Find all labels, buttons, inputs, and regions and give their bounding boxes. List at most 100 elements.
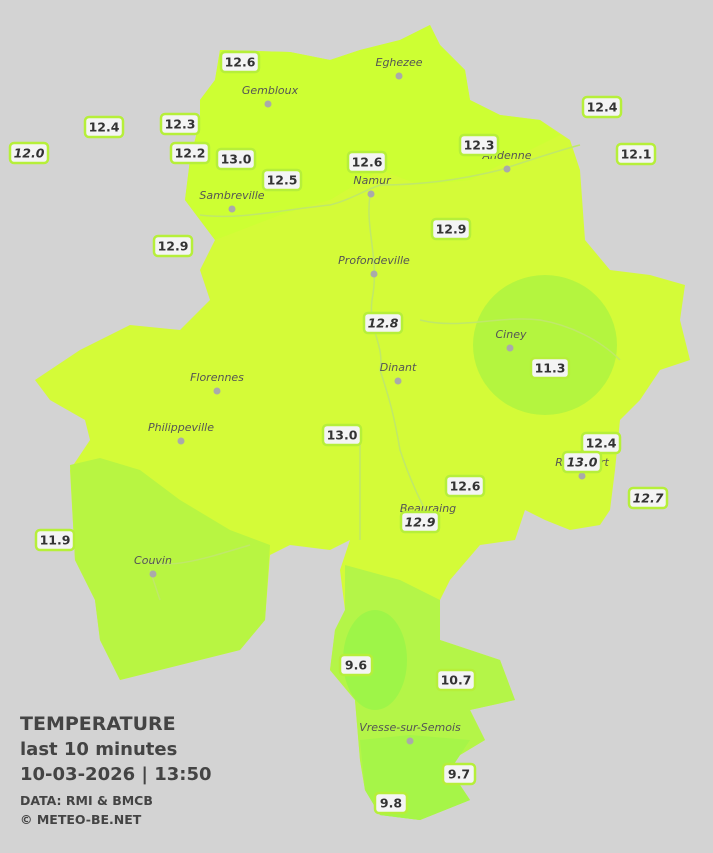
city-label: Namur xyxy=(353,174,392,187)
station: 12.9 xyxy=(430,217,472,241)
city-label: Florennes xyxy=(190,371,244,384)
city-dot xyxy=(506,344,514,352)
station-box xyxy=(458,133,500,157)
station: 12.4 xyxy=(580,431,622,455)
station-box xyxy=(321,423,363,447)
station-value: 12.1 xyxy=(621,147,652,162)
station: 12.7 xyxy=(627,486,669,510)
zone-ciney xyxy=(473,275,617,415)
zone-southwest xyxy=(70,458,270,680)
station-value: 12.2 xyxy=(175,146,206,161)
station-box xyxy=(441,762,477,786)
city-dot xyxy=(213,387,221,395)
station: 11.3 xyxy=(529,356,571,380)
city-label: Profondeville xyxy=(338,254,410,267)
city-dot xyxy=(578,472,586,480)
city-label: Eghezee xyxy=(376,56,423,69)
station: 12.0 xyxy=(8,141,50,165)
legend-copyright: © METEO-BE.NET xyxy=(20,812,142,827)
city-dot xyxy=(370,270,378,278)
legend-subtitle: last 10 minutes xyxy=(20,739,177,760)
city-label: Couvin xyxy=(134,554,172,567)
station-box xyxy=(8,141,50,165)
city-label: Dinant xyxy=(380,361,417,374)
station: 13.0 xyxy=(321,423,363,447)
city-dot xyxy=(395,72,403,80)
city-dot xyxy=(503,165,511,173)
station: 12.9 xyxy=(399,510,441,534)
station: 12.6 xyxy=(219,50,261,74)
station-value: 13.0 xyxy=(221,152,252,167)
zone-south-cold xyxy=(343,610,407,710)
station: 12.2 xyxy=(169,141,211,165)
station: 12.3 xyxy=(159,112,201,136)
station: 12.8 xyxy=(362,311,404,335)
station-box xyxy=(444,474,486,498)
station-value: 12.9 xyxy=(436,222,467,237)
station-value: 12.5 xyxy=(267,173,298,188)
station-value: 12.3 xyxy=(165,117,196,132)
station-value: 10.7 xyxy=(441,673,472,688)
city-dot xyxy=(394,377,402,385)
station: 11.9 xyxy=(34,528,76,552)
station: 12.6 xyxy=(444,474,486,498)
station-value: 9.8 xyxy=(380,796,402,811)
station-value: 12.9 xyxy=(158,239,189,254)
city-dot xyxy=(177,437,185,445)
station-box xyxy=(529,356,571,380)
station-box xyxy=(159,112,201,136)
station-value: 12.7 xyxy=(633,491,664,506)
station-box xyxy=(373,791,409,815)
station-box xyxy=(581,95,623,119)
station-box xyxy=(338,653,374,677)
station-box xyxy=(261,168,303,192)
station-box xyxy=(34,528,76,552)
city-dot xyxy=(228,205,236,213)
station-box xyxy=(435,668,477,692)
station: 12.9 xyxy=(152,234,194,258)
city-label: Ciney xyxy=(496,328,527,341)
rivers xyxy=(139,144,621,601)
station: 13.0 xyxy=(215,147,257,171)
station-value: 12.4 xyxy=(89,120,120,135)
station: 10.7 xyxy=(435,668,477,692)
station-box xyxy=(215,147,257,171)
station-value: 12.9 xyxy=(405,515,436,530)
legend-source: DATA: RMI & BMCB xyxy=(20,793,153,808)
station-value: 9.6 xyxy=(345,658,367,673)
station-value: 12.8 xyxy=(368,316,399,331)
station-box xyxy=(615,142,657,166)
station: 12.4 xyxy=(83,115,125,139)
legend-datetime: 10-03-2026 | 13:50 xyxy=(20,764,212,785)
station-value: 11.9 xyxy=(40,533,71,548)
city-dot xyxy=(264,100,272,108)
station-value: 12.6 xyxy=(352,155,383,170)
station-value: 12.0 xyxy=(14,146,45,161)
legend-title: TEMPERATURE xyxy=(20,713,176,735)
station: 12.1 xyxy=(615,142,657,166)
station-box xyxy=(430,217,472,241)
station: 9.7 xyxy=(441,762,477,786)
station-box xyxy=(627,486,669,510)
station-box xyxy=(561,450,603,474)
station-box xyxy=(346,150,388,174)
station-box xyxy=(219,50,261,74)
station: 12.6 xyxy=(346,150,388,174)
station: 12.5 xyxy=(261,168,303,192)
station: 13.0 xyxy=(561,450,603,474)
station-value: 12.6 xyxy=(225,55,256,70)
station: 9.6 xyxy=(338,653,374,677)
station-box xyxy=(83,115,125,139)
station-value: 12.4 xyxy=(587,100,618,115)
station-value: 12.6 xyxy=(450,479,481,494)
city-dot xyxy=(149,570,157,578)
city-label: Philippeville xyxy=(148,421,214,434)
station-box xyxy=(169,141,211,165)
station: 12.4 xyxy=(581,95,623,119)
city-dot xyxy=(406,737,414,745)
station-value: 12.4 xyxy=(586,436,617,451)
station: 12.3 xyxy=(458,133,500,157)
station-value: 12.3 xyxy=(464,138,495,153)
station-value: 13.0 xyxy=(567,455,598,470)
city-dot xyxy=(367,190,375,198)
